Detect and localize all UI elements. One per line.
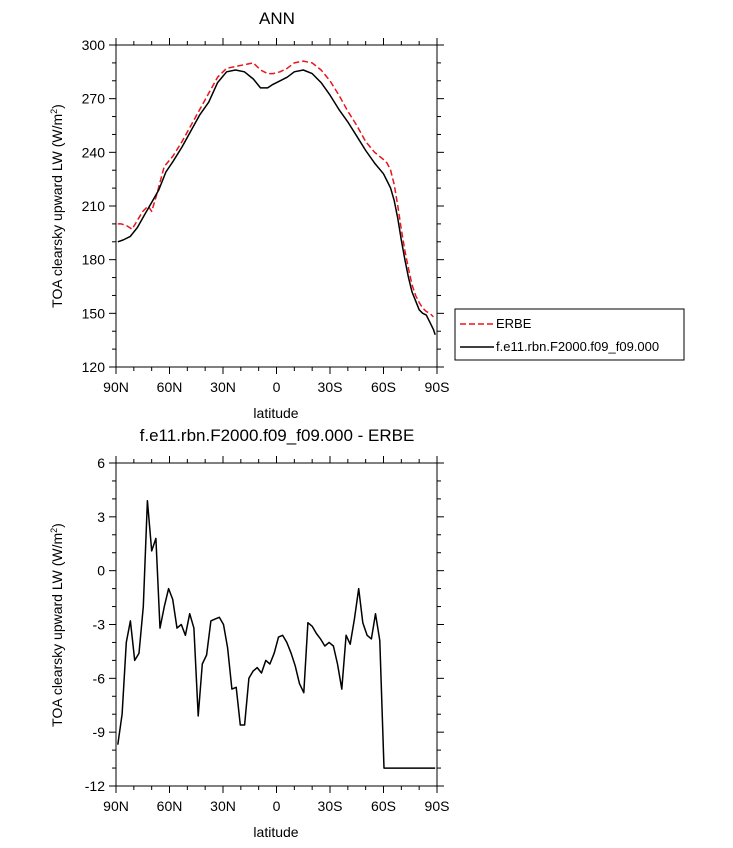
- axis-ticks: 90N 60N 30N 0 30S 60S 90S -12 -9 -6 -3 0 3 6: [85, 455, 450, 814]
- y-tick-label: 6: [97, 455, 105, 471]
- x-tick-label: 30N: [210, 379, 236, 395]
- y-tick-label: 240: [82, 144, 106, 160]
- y-tick-label: 270: [82, 91, 106, 107]
- x-tick-label: 0: [273, 379, 281, 395]
- panel-difference: f.e11.rbn.F2000.f09_f09.000 - ERBE 90N 60…: [49, 426, 449, 840]
- y-axis-label-superscript: 2: [49, 109, 59, 114]
- x-tick-label: 90S: [425, 379, 450, 395]
- y-tick-label: 3: [97, 509, 105, 525]
- y-tick-label: -9: [93, 724, 106, 740]
- x-tick-label: 60N: [157, 379, 183, 395]
- y-axis-label-close: ): [49, 523, 65, 528]
- axis-ticks: 90N 60N 30N 0 30S 60S 90S 120 150 180 210 240 270 300: [82, 37, 450, 395]
- legend-box: [454, 308, 685, 361]
- y-tick-label: 300: [82, 37, 106, 53]
- legend-label-model: f.e11.rbn.F2000.f09_f09.000: [496, 339, 659, 354]
- x-tick-label: 90N: [103, 379, 129, 395]
- series-lines: [117, 60, 436, 336]
- x-tick-label: 90N: [103, 798, 129, 814]
- y-axis-label: TOA clearsky upward LW (W/m2): [49, 104, 65, 308]
- plot-frame: [115, 462, 438, 787]
- y-axis-label-superscript: 2: [49, 528, 59, 533]
- y-tick-label: 150: [82, 305, 106, 321]
- x-tick-label: 30N: [210, 798, 236, 814]
- y-axis-label: TOA clearsky upward LW (W/m2): [49, 523, 65, 727]
- x-tick-label: 90S: [425, 798, 450, 814]
- legend: ERBE f.e11.rbn.F2000.f09_f09.000: [454, 308, 685, 361]
- y-axis-label-main: TOA clearsky upward LW (W/m: [49, 114, 65, 308]
- plot-frame: [115, 44, 438, 368]
- y-tick-label: 120: [82, 359, 106, 375]
- series-line-model: [117, 69, 436, 336]
- x-axis-label: latitude: [253, 824, 298, 840]
- difference-chart-title: f.e11.rbn.F2000.f09_f09.000 - ERBE: [140, 426, 415, 445]
- y-tick-label: -3: [93, 617, 106, 633]
- y-tick-label: 180: [82, 252, 106, 268]
- legend-label-erbe: ERBE: [496, 316, 532, 331]
- x-tick-label: 60S: [371, 798, 396, 814]
- series-line-difference: [117, 499, 436, 769]
- y-tick-label: 0: [97, 563, 105, 579]
- chart-title: ANN: [259, 9, 295, 28]
- y-axis-label-main: TOA clearsky upward LW (W/m: [49, 533, 65, 727]
- x-axis-label: latitude: [253, 405, 298, 421]
- series-lines: [117, 499, 436, 769]
- x-tick-label: 0: [273, 798, 281, 814]
- panel-annual-mean: ANN 90N 60N 30N 0 30S 60S 90S 120 150 180 210 240 27…: [49, 9, 685, 421]
- x-tick-label: 30S: [318, 379, 343, 395]
- y-tick-label: -12: [85, 778, 105, 794]
- y-tick-label: -6: [93, 670, 106, 686]
- x-tick-label: 60N: [157, 798, 183, 814]
- y-axis-label-close: ): [49, 104, 65, 109]
- x-tick-label: 60S: [371, 379, 396, 395]
- series-line-erbe: [117, 60, 434, 318]
- x-tick-label: 30S: [318, 798, 343, 814]
- y-tick-label: 210: [82, 198, 106, 214]
